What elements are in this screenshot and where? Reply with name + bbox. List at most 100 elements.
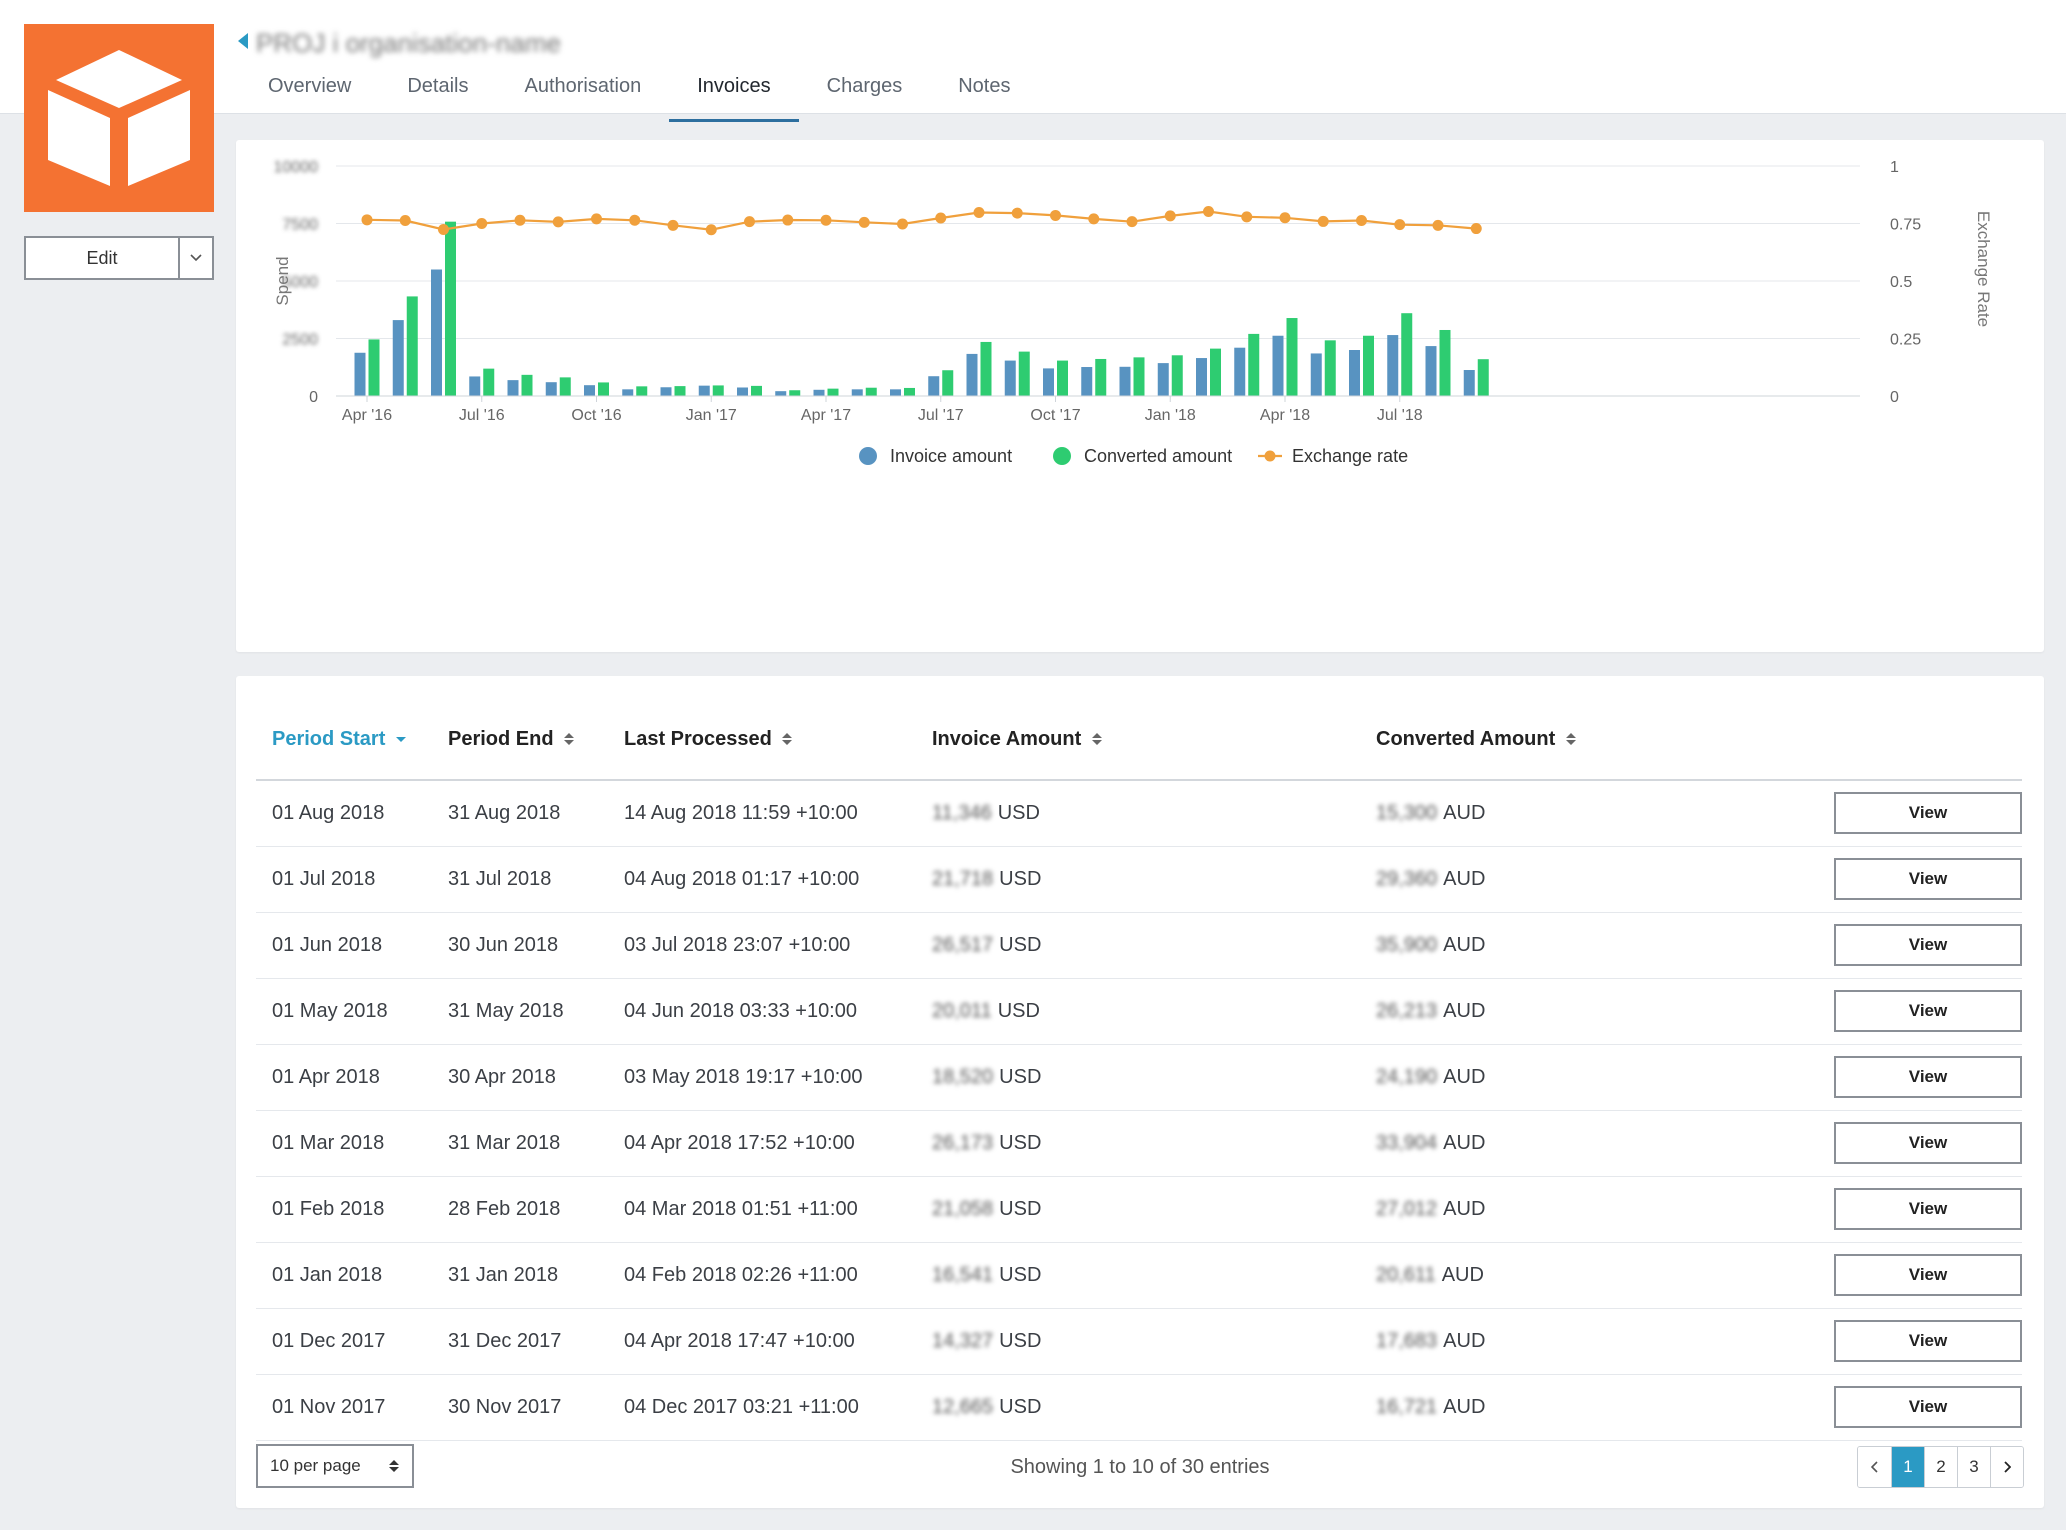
converted-amount-bar[interactable] — [1171, 355, 1183, 396]
view-button[interactable]: View — [1834, 1188, 2022, 1230]
exchange-rate-point[interactable] — [1432, 219, 1444, 231]
view-button[interactable]: View — [1834, 1320, 2022, 1362]
tab-charges[interactable]: Charges — [826, 75, 903, 97]
converted-amount-bar[interactable] — [1477, 359, 1489, 396]
invoice-amount-bar[interactable] — [469, 376, 481, 396]
exchange-rate-point[interactable] — [897, 218, 908, 230]
converted-amount-bar[interactable] — [636, 386, 648, 396]
converted-amount-bar[interactable] — [827, 388, 839, 396]
converted-amount-bar[interactable] — [521, 374, 533, 396]
exchange-rate-point[interactable] — [1203, 206, 1214, 218]
invoice-amount-bar[interactable] — [1387, 335, 1399, 396]
invoice-amount-bar[interactable] — [966, 353, 978, 396]
invoice-amount-bar[interactable] — [1119, 366, 1131, 396]
converted-amount-bar[interactable] — [1248, 333, 1260, 396]
exchange-rate-point[interactable] — [1241, 211, 1253, 223]
back-chevron-icon[interactable] — [236, 32, 250, 50]
tab-notes[interactable]: Notes — [958, 75, 1011, 97]
converted-amount-bar[interactable] — [1057, 360, 1068, 396]
exchange-rate-point[interactable] — [1356, 215, 1367, 227]
invoice-amount-bar[interactable] — [1081, 367, 1093, 396]
invoice-amount-bar[interactable] — [851, 389, 863, 396]
exchange-rate-point[interactable] — [629, 214, 641, 226]
exchange-rate-point[interactable] — [667, 219, 679, 231]
page-prev-button[interactable] — [1858, 1447, 1891, 1487]
exchange-rate-point[interactable] — [1088, 213, 1100, 225]
invoice-amount-bar[interactable] — [1043, 368, 1054, 396]
exchange-rate-point[interactable] — [1317, 215, 1329, 227]
invoice-amount-bar[interactable] — [813, 389, 825, 396]
converted-amount-bar[interactable] — [1095, 358, 1107, 396]
tab-invoices[interactable]: Invoices — [669, 66, 800, 122]
invoice-amount-bar[interactable] — [1310, 353, 1322, 396]
converted-amount-bar[interactable] — [865, 387, 877, 396]
exchange-rate-point[interactable] — [1126, 216, 1138, 228]
column-period-start[interactable]: Period Start — [256, 700, 432, 781]
legend-exchange-rate[interactable]: Exchange rate — [1258, 446, 1408, 466]
converted-amount-bar[interactable] — [1210, 348, 1221, 396]
exchange-rate-point[interactable] — [1011, 207, 1023, 219]
exchange-rate-point[interactable] — [782, 214, 794, 226]
invoice-amount-bar[interactable] — [1157, 363, 1169, 396]
converted-amount-bar[interactable] — [559, 377, 571, 396]
converted-amount-bar[interactable] — [445, 221, 456, 396]
invoice-amount-bar[interactable] — [1425, 346, 1437, 396]
edit-button[interactable]: Edit — [86, 247, 118, 268]
converted-amount-bar[interactable] — [1439, 329, 1451, 396]
invoice-amount-bar[interactable] — [698, 385, 710, 396]
invoice-amount-bar[interactable] — [737, 387, 748, 396]
converted-amount-bar[interactable] — [1401, 313, 1413, 396]
converted-amount-bar[interactable] — [1363, 335, 1374, 396]
exchange-rate-point[interactable] — [1470, 223, 1482, 235]
invoice-amount-bar[interactable] — [928, 376, 940, 396]
per-page-select[interactable]: 10 per page — [256, 1444, 414, 1488]
exchange-rate-point[interactable] — [973, 206, 985, 218]
exchange-rate-point[interactable] — [591, 213, 602, 225]
converted-amount-bar[interactable] — [980, 341, 992, 396]
converted-amount-bar[interactable] — [674, 386, 686, 396]
exchange-rate-point[interactable] — [820, 214, 832, 226]
converted-amount-bar[interactable] — [751, 385, 762, 396]
view-button[interactable]: View — [1834, 990, 2022, 1032]
exchange-rate-point[interactable] — [705, 224, 717, 236]
column-last-processed[interactable]: Last Processed — [608, 700, 916, 781]
tab-details[interactable]: Details — [407, 75, 469, 97]
view-button[interactable]: View — [1834, 1056, 2022, 1098]
exchange-rate-point[interactable] — [858, 216, 870, 228]
chevron-down-icon[interactable] — [178, 238, 212, 278]
converted-amount-bar[interactable] — [904, 387, 915, 396]
converted-amount-bar[interactable] — [1286, 318, 1298, 396]
converted-amount-bar[interactable] — [1324, 340, 1336, 396]
invoice-amount-bar[interactable] — [1196, 358, 1207, 396]
invoice-amount-bar[interactable] — [622, 389, 634, 396]
invoice-amount-bar[interactable] — [354, 352, 366, 396]
invoice-amount-bar[interactable] — [545, 382, 557, 396]
view-button[interactable]: View — [1834, 1122, 2022, 1164]
page-2-button[interactable]: 2 — [1924, 1447, 1957, 1487]
invoice-amount-bar[interactable] — [775, 391, 787, 396]
exchange-rate-point[interactable] — [552, 216, 564, 228]
invoice-amount-bar[interactable] — [431, 269, 442, 397]
exchange-rate-point[interactable] — [1394, 219, 1406, 231]
invoice-amount-bar[interactable] — [392, 320, 404, 396]
converted-amount-bar[interactable] — [483, 368, 495, 396]
column-period-end[interactable]: Period End — [432, 700, 608, 781]
tab-overview[interactable]: Overview — [268, 75, 352, 97]
invoice-amount-bar[interactable] — [1349, 350, 1360, 396]
invoice-amount-bar[interactable] — [1234, 347, 1246, 396]
invoice-amount-bar[interactable] — [660, 387, 672, 396]
legend-converted-amount[interactable]: Converted amount — [1053, 446, 1232, 466]
column-converted-amount[interactable]: Converted Amount — [1360, 700, 1832, 781]
invoice-amount-bar[interactable] — [1272, 335, 1284, 396]
exchange-rate-point[interactable] — [744, 216, 755, 228]
view-button[interactable]: View — [1834, 858, 2022, 900]
invoice-amount-bar[interactable] — [584, 385, 595, 396]
exchange-rate-point[interactable] — [1279, 212, 1291, 224]
view-button[interactable]: View — [1834, 1254, 2022, 1296]
page-next-button[interactable] — [1990, 1447, 2023, 1487]
converted-amount-bar[interactable] — [712, 385, 724, 396]
invoice-amount-bar[interactable] — [507, 380, 519, 396]
page-3-button[interactable]: 3 — [1957, 1447, 1990, 1487]
converted-amount-bar[interactable] — [789, 390, 801, 396]
page-1-button[interactable]: 1 — [1891, 1447, 1924, 1487]
